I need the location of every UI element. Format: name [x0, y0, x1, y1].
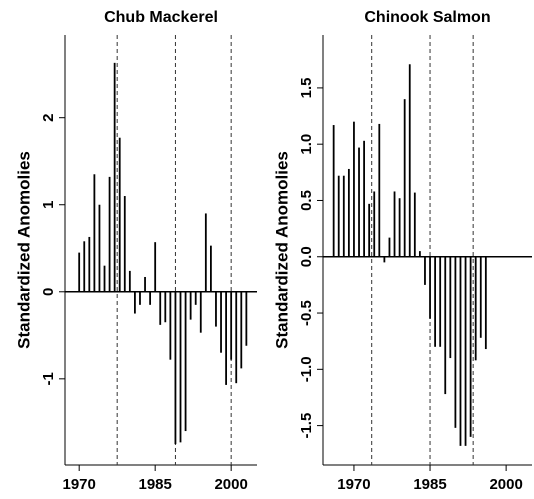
bar [209, 245, 212, 292]
bar [128, 270, 131, 292]
bar [230, 291, 233, 360]
bar [240, 291, 243, 369]
bar [347, 168, 350, 257]
bar [98, 204, 101, 292]
bar [123, 196, 126, 292]
bar [174, 291, 177, 445]
bar [393, 191, 396, 257]
y-tick-label: -1.0 [298, 356, 315, 382]
bar [363, 140, 365, 257]
bar [469, 256, 472, 437]
bar [444, 256, 447, 395]
bar [118, 137, 121, 292]
bar [78, 252, 81, 292]
bar [368, 203, 371, 257]
bar [184, 291, 187, 432]
bar [398, 198, 401, 257]
bar [383, 256, 386, 263]
bar [194, 291, 197, 305]
bar [93, 174, 96, 292]
chart-title: Chub Mackerel [104, 9, 218, 26]
bar [225, 291, 227, 385]
bar [245, 291, 248, 346]
bar [378, 123, 381, 257]
bar [189, 291, 192, 320]
bar [164, 291, 167, 323]
y-axis-label: Standardized Anomolies [14, 151, 33, 349]
y-tick-label: -1 [40, 372, 57, 385]
bar [108, 176, 111, 292]
bar [134, 291, 136, 314]
bar [429, 256, 431, 319]
bar [332, 125, 335, 257]
bar [403, 99, 406, 257]
bar [169, 291, 172, 360]
bar [235, 291, 238, 384]
y-tick-label: 1.0 [298, 134, 315, 155]
x-tick-label: 1970 [62, 476, 95, 493]
bar [337, 175, 340, 257]
bar [215, 291, 217, 327]
bar [220, 291, 222, 353]
bar [459, 256, 462, 446]
bar [408, 64, 411, 257]
bar [204, 213, 207, 292]
chart-title: Chinook Salmon [364, 9, 490, 26]
bar [439, 256, 442, 347]
bar [139, 291, 141, 305]
bar [353, 121, 355, 257]
y-tick-label: 0 [40, 288, 57, 296]
bar [159, 291, 162, 325]
bar [484, 256, 487, 350]
bar [449, 256, 452, 359]
y-axis-label: Standardized Anomolies [272, 151, 291, 349]
bar [144, 276, 146, 292]
y-tick-label: -0.5 [298, 300, 315, 326]
y-tick-label: 1.5 [298, 77, 315, 98]
bar [83, 241, 86, 292]
bar [149, 291, 152, 305]
y-tick-label: 0.5 [298, 190, 315, 211]
bar [479, 256, 482, 338]
bar [199, 291, 202, 333]
bar [88, 236, 91, 292]
x-tick-label: 1985 [413, 476, 446, 493]
bar [103, 265, 106, 292]
y-tick-label: -1.5 [298, 413, 315, 439]
y-tick-label: 0.0 [298, 246, 315, 267]
bar [474, 256, 477, 361]
bar [454, 256, 457, 428]
y-tick-label: 2 [40, 114, 57, 122]
bar [413, 192, 416, 257]
bar [358, 147, 360, 257]
bar [388, 237, 391, 257]
x-tick-label: 2000 [489, 476, 522, 493]
x-tick-label: 1970 [337, 476, 370, 493]
bar [113, 62, 116, 292]
bar [373, 191, 376, 257]
bar [342, 175, 345, 257]
bar [434, 256, 437, 347]
y-tick-label: 1 [40, 201, 57, 209]
bar [154, 242, 157, 292]
x-tick-label: 2000 [214, 476, 247, 493]
bar [424, 256, 426, 285]
x-tick-label: 1985 [138, 476, 171, 493]
bar [418, 251, 421, 257]
bar [464, 256, 467, 446]
bar [179, 291, 182, 443]
